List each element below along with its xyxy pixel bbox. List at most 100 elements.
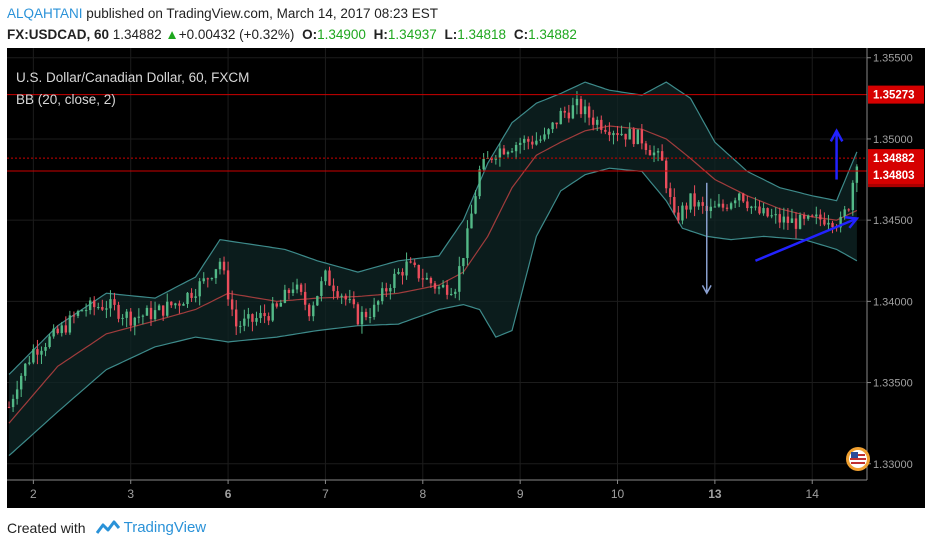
- candle-body: [806, 215, 810, 219]
- candle-body: [226, 270, 230, 300]
- candlesticks: [7, 91, 859, 413]
- candle-body: [551, 122, 554, 130]
- candle-body: [778, 214, 781, 223]
- candle-body: [234, 309, 238, 327]
- candle-body: [15, 389, 19, 399]
- legend-title: U.S. Dollar/Canadian Dollar, 60, FXCM: [16, 70, 249, 85]
- candle-body: [685, 205, 688, 210]
- candle-body: [750, 206, 753, 209]
- legend-indicator: BB (20, close, 2): [16, 92, 116, 107]
- candle-body: [76, 311, 80, 316]
- candle-body: [348, 299, 351, 301]
- bollinger-bands: [8, 81, 858, 457]
- candle-body: [44, 347, 47, 351]
- candle-body: [729, 203, 733, 209]
- arrow-head-2: [701, 284, 712, 295]
- candle-body: [324, 270, 327, 282]
- candle-body: [210, 278, 214, 280]
- y-tick-label: 1.34500: [873, 215, 913, 227]
- candle-body: [340, 295, 343, 297]
- candle-body: [291, 289, 295, 294]
- candle-body: [583, 106, 587, 115]
- price-chart[interactable]: 1.35500 1.35000 1.34500 1.34000 1.33500 1.330…: [7, 48, 925, 508]
- x-tick-label: 3: [127, 487, 134, 501]
- us-flag-icon: [846, 447, 870, 471]
- x-tick-label: 14: [806, 487, 820, 501]
- candle-body: [397, 271, 400, 274]
- candle-body: [673, 197, 676, 213]
- candle-body: [68, 315, 72, 333]
- candle-body: [608, 131, 611, 136]
- candle-body: [624, 133, 627, 140]
- candle-body: [640, 129, 644, 144]
- candle-body: [421, 278, 425, 280]
- candle-body: [299, 284, 303, 292]
- candle-body: [372, 304, 376, 318]
- candle-body: [308, 304, 311, 317]
- candle-body: [587, 106, 591, 118]
- y-tick-label: 1.35500: [873, 53, 913, 65]
- candle-body: [275, 303, 278, 307]
- candle-body: [222, 261, 226, 271]
- candle-body: [28, 362, 31, 364]
- tradingview-link[interactable]: TradingView: [123, 519, 207, 536]
- candle-body: [259, 312, 262, 319]
- candle-body: [409, 261, 412, 263]
- candle-body: [206, 278, 210, 280]
- candle-body: [36, 349, 39, 355]
- change-up-icon: ▲: [165, 27, 179, 42]
- candle-body: [445, 284, 449, 295]
- candle-body: [393, 273, 396, 288]
- arrow-head-0: [829, 128, 844, 142]
- candle-body: [129, 311, 132, 326]
- author-link[interactable]: ALQAHTANI: [7, 6, 83, 21]
- chart-area[interactable]: 1.35500 1.35000 1.34500 1.34000 1.33500 1.330…: [7, 48, 925, 508]
- candle-body: [328, 270, 331, 286]
- low-value: 1.34818: [457, 27, 507, 42]
- candle-body: [669, 188, 672, 198]
- candle-body: [303, 291, 307, 305]
- candle-body: [263, 312, 266, 317]
- close-value: 1.34882: [528, 27, 577, 42]
- candle-body: [332, 285, 335, 292]
- candle-body: [157, 305, 161, 311]
- candle-body: [782, 216, 786, 223]
- candle-body: [636, 129, 640, 145]
- y-tick-label: 1.35000: [873, 134, 913, 146]
- candle-body: [543, 134, 546, 140]
- candle-body: [72, 315, 76, 317]
- candle-body: [405, 261, 408, 276]
- open-value: 1.34900: [317, 27, 366, 42]
- candle-body: [502, 148, 506, 155]
- candle-body: [360, 311, 364, 325]
- candle-body: [843, 209, 846, 217]
- symbol-label: FX:USDCAD, 60: [7, 27, 110, 42]
- candle-body: [194, 296, 197, 298]
- drawing-annotations: [701, 128, 860, 295]
- x-tick-label: 7: [322, 487, 329, 501]
- candle-body: [97, 307, 100, 309]
- candle-body: [174, 303, 177, 306]
- candle-body: [449, 293, 453, 295]
- candle-body: [287, 289, 291, 294]
- candle-body: [596, 119, 599, 125]
- candle-body: [389, 287, 392, 292]
- candle-body: [60, 325, 63, 334]
- candle-body: [539, 139, 542, 141]
- price-tag-box: [868, 149, 924, 168]
- candle-body: [145, 307, 149, 316]
- candle-body: [178, 303, 181, 306]
- published-text: published on TradingView.com, March 14, …: [86, 6, 438, 21]
- candle-body: [746, 201, 749, 209]
- candle-body: [697, 202, 700, 207]
- candle-body: [563, 110, 566, 113]
- low-label: L:: [444, 27, 458, 42]
- candle-body: [344, 295, 347, 300]
- last-price: 1.34882: [112, 27, 162, 42]
- candle-body: [470, 213, 473, 229]
- candle-body: [64, 325, 68, 333]
- candle-body: [681, 205, 684, 221]
- candle-body: [230, 299, 234, 310]
- candle-body: [170, 301, 173, 306]
- candle-body: [243, 318, 246, 326]
